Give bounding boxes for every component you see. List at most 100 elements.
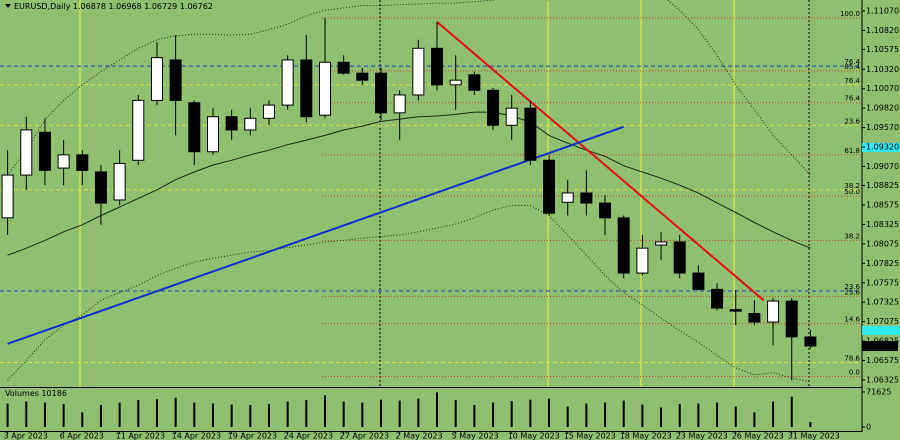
dropdown-icon[interactable] xyxy=(5,4,11,8)
y-tick-label: 1.10320 xyxy=(866,65,899,74)
candle-body xyxy=(318,61,331,116)
band-line xyxy=(7,111,811,256)
fib-label: 76.4 xyxy=(844,58,860,66)
close-label: 1.06762 xyxy=(180,2,213,11)
y-tick-label: 1.10575 xyxy=(866,45,899,54)
chart-title: EURUSD,Daily 1.06878 1.06968 1.06729 1.0… xyxy=(14,2,213,11)
candle-body xyxy=(20,129,33,176)
low-label: 1.06729 xyxy=(144,2,177,11)
y-tick-label: 1.08325 xyxy=(866,220,899,229)
fib-label: 100.0 xyxy=(840,10,860,18)
y-tick-label: 1.09570 xyxy=(866,123,899,132)
trend-line xyxy=(7,125,625,345)
candle-body xyxy=(636,247,649,274)
plot-area: 100.085.476.461.850.038.223.614.60.076.4… xyxy=(0,0,862,383)
fib-label: 78.6 xyxy=(844,355,860,363)
candle-body xyxy=(524,107,537,161)
x-tick-label: 15 May 2023 xyxy=(564,432,616,440)
x-tick-label: 26 May 2023 xyxy=(732,432,784,440)
candle-body xyxy=(76,154,89,171)
y-tick-label: 1.06325 xyxy=(866,376,899,385)
volume-title: Volumes 10186 xyxy=(5,389,67,398)
x-tick-label: 31 May 2023 xyxy=(788,432,840,440)
fib-label: 76.4 xyxy=(844,95,860,103)
price-marker xyxy=(862,143,900,152)
fib-label: 23.6 xyxy=(844,117,860,125)
y-tick-label: 1.09070 xyxy=(866,162,899,171)
x-tick-label: 14 Apr 2023 xyxy=(172,432,221,440)
candle-body xyxy=(38,131,51,171)
candle-body xyxy=(617,217,630,274)
volume-tick-label: 0 xyxy=(866,423,871,432)
y-tick-label: 1.06575 xyxy=(866,356,899,365)
last-price-label: 1.06762 xyxy=(865,342,898,351)
candle-body xyxy=(692,272,705,290)
fib-label: 50.0 xyxy=(844,188,860,196)
candle-body xyxy=(393,94,406,114)
last-price-box xyxy=(862,341,898,352)
fib-label: 76.4 xyxy=(844,77,860,85)
symbol: EURUSD,Daily xyxy=(14,2,71,11)
candle-body xyxy=(767,300,780,323)
candle-body xyxy=(655,241,668,246)
candle-body xyxy=(188,102,201,153)
candle-body xyxy=(599,202,612,219)
y-tick-label: 1.09320 xyxy=(866,143,899,152)
y-tick-label: 1.09820 xyxy=(866,104,899,113)
x-tick-label: 19 Apr 2023 xyxy=(228,432,277,440)
y-tick-label: 1.11070 xyxy=(866,6,899,15)
candle-body xyxy=(673,241,686,274)
x-tick-label: 24 Apr 2023 xyxy=(284,432,333,440)
candle-body xyxy=(412,47,425,96)
high-label: 1.06968 xyxy=(109,2,142,11)
fib-label: 14.6 xyxy=(844,316,860,324)
fib-label: 23.6 xyxy=(844,288,860,296)
volume-tick-label: 71625 xyxy=(866,388,891,397)
x-tick-label: 5 May 2023 xyxy=(452,432,499,440)
candle-body xyxy=(150,57,163,101)
candle-body xyxy=(225,116,238,131)
x-tick-label: 23 May 2023 xyxy=(676,432,728,440)
y-tick-label: 1.08575 xyxy=(866,201,899,210)
candle-body xyxy=(468,74,481,91)
x-tick-label: 6 Apr 2023 xyxy=(60,432,104,440)
open-label: 1.06878 xyxy=(73,2,106,11)
x-tick-label: 2 May 2023 xyxy=(396,432,443,440)
candle-body xyxy=(169,59,182,101)
candle-body xyxy=(487,89,500,126)
y-tick-label: 1.10070 xyxy=(866,84,899,93)
candle-body xyxy=(561,192,574,203)
candle-body xyxy=(748,313,761,323)
y-tick-label: 1.07575 xyxy=(866,278,899,287)
band-line xyxy=(7,0,811,176)
volume-panel xyxy=(6,392,812,427)
x-tick-label: 10 May 2023 xyxy=(508,432,560,440)
x-tick-label: 18 May 2023 xyxy=(620,432,672,440)
y-tick-label: 1.07325 xyxy=(866,298,899,307)
candle-body xyxy=(262,104,275,119)
candle-body xyxy=(113,162,126,201)
x-tick-label: 11 Apr 2023 xyxy=(116,432,165,440)
candle-body xyxy=(580,192,593,204)
candle-body xyxy=(206,116,219,153)
candle-body xyxy=(281,59,294,106)
price-marker xyxy=(862,326,900,335)
candle-body xyxy=(1,174,14,219)
y-tick-label: 1.10820 xyxy=(866,26,899,35)
candle-body xyxy=(785,300,798,338)
fib-label: 38.2 xyxy=(844,232,860,240)
y-tick-label: 1.07825 xyxy=(866,259,899,268)
band-line xyxy=(7,204,811,383)
candle-body xyxy=(505,107,518,126)
fib-label: 61.8 xyxy=(844,147,860,155)
candle-body xyxy=(543,159,556,214)
candle-body xyxy=(449,79,462,86)
y-tick-label: 1.07075 xyxy=(866,317,899,326)
candle-body xyxy=(375,72,387,114)
candle-body xyxy=(711,288,724,309)
fib-label: 23.6 xyxy=(844,283,860,291)
volume-last: 10186 xyxy=(41,389,66,398)
